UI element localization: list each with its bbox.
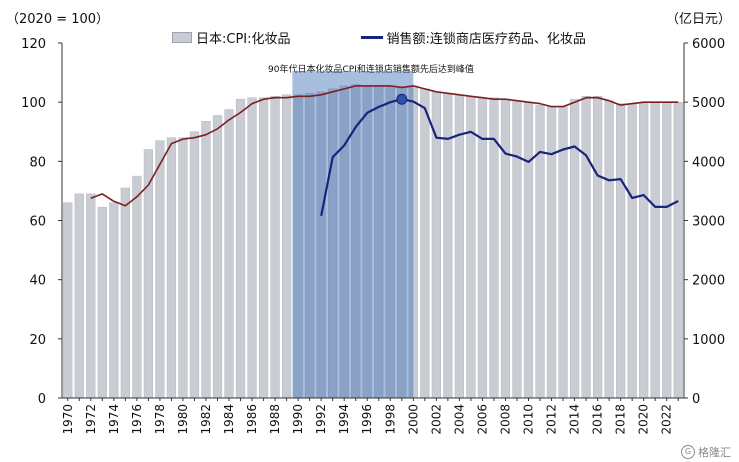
cpi-bar-2012: [546, 106, 557, 399]
cpi-bar-2021: [650, 101, 660, 399]
left-tick-label-20: 20: [29, 333, 46, 348]
x-tick-label-1980: 1980: [176, 404, 190, 435]
cpi-bar-1975: [120, 187, 130, 399]
cpi-bar-2009: [512, 100, 522, 399]
cpi-bar-2019: [627, 103, 637, 399]
cpi-bar-2022: [662, 101, 672, 399]
x-tick-label-1988: 1988: [268, 404, 282, 435]
x-tick-label-1984: 1984: [222, 404, 236, 435]
left-tick-label-80: 80: [29, 155, 46, 170]
watermark: G 格隆汇: [681, 444, 731, 460]
cpi-bar-1971: [74, 193, 84, 399]
left-tick-label-40: 40: [29, 274, 46, 289]
cpi-bar-2023: [673, 101, 683, 399]
cpi-bar-1986: [247, 97, 257, 399]
left-tick-label-60: 60: [29, 215, 46, 230]
x-tick-label-2004: 2004: [452, 404, 466, 435]
peak-annotation: 90年代日本化妆品CPI和连锁店销售额先后达到峰值: [268, 65, 474, 75]
legend-bar-swatch: [172, 32, 192, 43]
cpi-bar-2015: [581, 96, 591, 399]
cpi-bar-1973: [97, 206, 107, 399]
left-tick-label-100: 100: [21, 96, 46, 111]
cpi-bar-2017: [604, 100, 614, 399]
x-tick-label-1996: 1996: [360, 404, 374, 435]
legend-label-cpi: 日本:CPI:化妆品: [196, 32, 291, 47]
cpi-bar-1978: [155, 140, 165, 399]
chart-legend: 日本:CPI:化妆品 销售额:连锁商店医疗药品、化妆品: [172, 28, 586, 47]
left-tick-label-120: 120: [21, 37, 46, 52]
right-tick-label-2000: 2000: [692, 274, 725, 289]
right-tick-label-1000: 1000: [692, 333, 725, 348]
right-tick-label-4000: 4000: [692, 155, 725, 170]
x-tick-label-2006: 2006: [475, 404, 489, 435]
right-tick-label-5000: 5000: [692, 96, 725, 111]
cpi-bar-1985: [235, 98, 246, 399]
x-tick-label-1972: 1972: [84, 404, 98, 435]
x-tick-label-2008: 2008: [498, 404, 512, 435]
x-tick-label-2002: 2002: [429, 404, 443, 435]
x-tick-label-1974: 1974: [107, 404, 121, 435]
watermark-logo-icon: G: [681, 445, 695, 459]
cpi-bar-2018: [616, 103, 626, 399]
x-tick-label-2012: 2012: [545, 404, 559, 435]
cpi-bar-2005: [466, 96, 476, 399]
x-tick-label-1976: 1976: [130, 404, 144, 435]
x-tick-label-1970: 1970: [61, 404, 75, 435]
legend-item-cpi: 日本:CPI:化妆品: [172, 28, 291, 47]
x-tick-label-1990: 1990: [291, 404, 305, 435]
x-tick-label-2010: 2010: [522, 404, 536, 435]
highlight-band-1990s: [292, 71, 414, 398]
x-tick-label-2000: 2000: [406, 404, 420, 435]
cpi-bar-1979: [166, 137, 177, 399]
cpi-bar-2006: [477, 97, 488, 399]
cpi-bar-1984: [224, 109, 234, 399]
sales-line: [320, 98, 679, 217]
cpi-bar-2011: [535, 104, 545, 399]
x-tick-label-2022: 2022: [660, 404, 674, 435]
cpi-bar-2001: [420, 88, 430, 399]
x-tick-label-2014: 2014: [568, 404, 582, 435]
x-tick-label-1978: 1978: [153, 404, 167, 435]
cpi-bar-1988: [270, 96, 280, 399]
left-tick-label-0: 0: [38, 392, 46, 407]
right-tick-label-6000: 6000: [692, 37, 725, 52]
legend-line-swatch: [360, 36, 383, 39]
legend-label-sales: 销售额:连锁商店医疗药品、化妆品: [386, 32, 586, 47]
cpi-bar-1972: [86, 193, 96, 399]
x-tick-label-1994: 1994: [337, 404, 351, 435]
x-tick-label-1982: 1982: [199, 404, 213, 435]
cpi-bar-2004: [454, 94, 465, 399]
x-tick-label-1998: 1998: [383, 404, 397, 435]
cpi-bar-2016: [592, 96, 603, 399]
watermark-text: 格隆汇: [698, 446, 731, 459]
cpi-bar-1976: [132, 175, 142, 399]
cpi-bar-1989: [281, 94, 292, 399]
cpi-bar-1983: [212, 115, 223, 399]
legend-item-sales: 销售额:连锁商店医疗药品、化妆品: [360, 28, 586, 47]
cpi-bar-2020: [639, 101, 649, 399]
cpi-bar-2008: [500, 98, 511, 399]
cpi-bar-2014: [569, 98, 580, 399]
cpi-trend-line: [90, 85, 679, 207]
cpi-bar-1974: [109, 202, 119, 399]
x-tick-label-2016: 2016: [591, 404, 605, 435]
right-axis-unit: （亿日元）: [665, 12, 731, 27]
sales-peak-marker: [396, 93, 408, 105]
cpi-bar-1980: [178, 137, 188, 399]
x-tick-label-2018: 2018: [614, 404, 628, 435]
cpi-bar-1977: [143, 149, 154, 399]
right-tick-label-3000: 3000: [692, 215, 725, 230]
cpi-bar-1987: [258, 97, 269, 399]
right-tick-label-0: 0: [692, 392, 700, 407]
cpi-bar-1981: [189, 131, 200, 399]
cpi-bar-1970: [63, 202, 73, 399]
x-tick-label-1986: 1986: [245, 404, 259, 435]
left-axis-unit: （2020 = 100）: [6, 12, 110, 27]
cpi-bar-1982: [201, 121, 211, 399]
cpi-bar-2010: [523, 101, 534, 399]
x-tick-label-2020: 2020: [637, 404, 651, 435]
x-tick-label-1992: 1992: [314, 404, 328, 435]
